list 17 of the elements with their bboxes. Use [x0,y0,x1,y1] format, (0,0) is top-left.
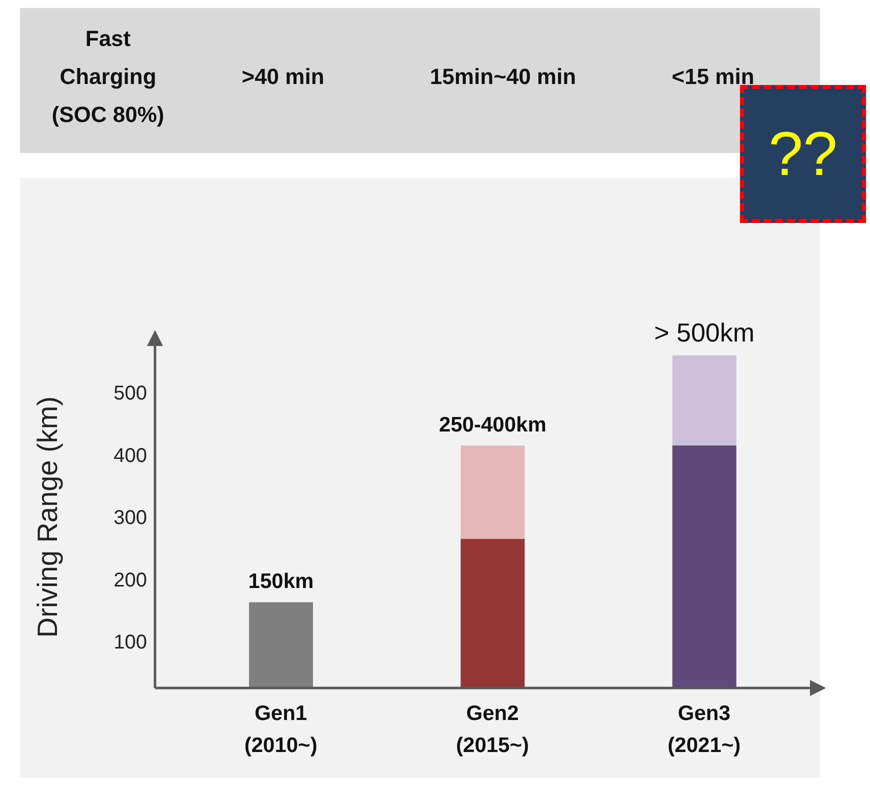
text: 15min~40 min [428,63,578,91]
x-tick-label: Gen1 (2010~) [244,702,318,757]
y-axis-title: Driving Range (km) [31,396,64,638]
y-tick-label: 200 [114,569,147,592]
text: >40 min [240,63,326,91]
text: ?? [768,120,838,188]
y-tick-label: 400 [114,444,147,467]
y-tick-label: 500 [114,382,147,405]
y-tick-label: 300 [114,507,147,530]
x-tick-label: Gen2 (2015~) [456,702,529,757]
annotation: 150km [248,570,314,594]
annotation: > 500km [654,317,755,348]
text: <15 min [670,63,756,91]
text: Fast Charging (SOC 80%) [50,25,166,129]
y-tick-label: 100 [114,631,147,654]
annotation: 250-400km [438,413,546,436]
x-tick-label: Gen3 (2021~) [668,702,741,757]
